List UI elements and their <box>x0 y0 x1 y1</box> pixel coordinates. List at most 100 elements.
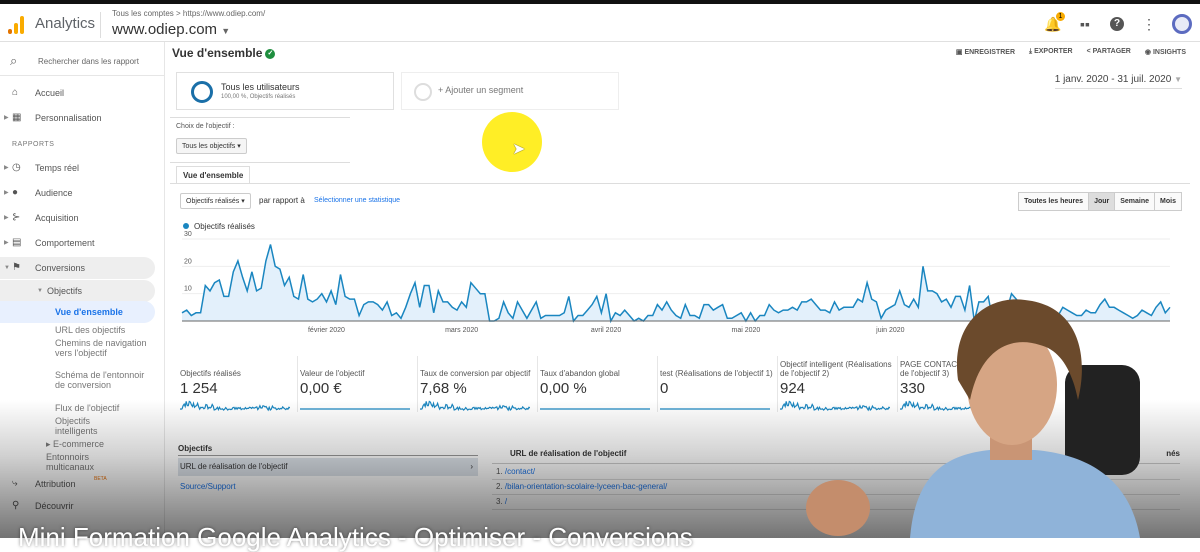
legend-marker <box>183 223 189 229</box>
compare-label: par rapport à <box>259 196 305 205</box>
sidebar-item-audience[interactable]: ▶ ● Audience <box>0 182 155 204</box>
apps-icon[interactable]: ▪▪ <box>1080 16 1090 32</box>
select-metric-link[interactable]: Sélectionner une statistique <box>314 197 400 204</box>
sidebar-item-label: Audience <box>35 188 73 198</box>
sidebar-item-goal-urls[interactable]: URL des objectifs <box>55 325 126 335</box>
verified-check-icon: ✓ <box>265 48 276 59</box>
add-segment-button[interactable]: + Ajouter un segment <box>401 72 619 110</box>
segment-all-users[interactable]: Tous les utilisateurs 100,00 %, Objectif… <box>176 72 394 110</box>
goals-dim-header: Objectifs <box>178 444 478 456</box>
sidebar-item-funnel[interactable]: Schéma de l'entonnoir de conversion <box>55 370 145 390</box>
sidebar-item-ecommerce[interactable]: ▸ E-commerce <box>46 439 105 449</box>
app-title: Analytics <box>35 15 96 32</box>
kpi-value: 0,00 € <box>300 380 342 397</box>
kpi-label: Objectifs réalisés <box>180 369 241 378</box>
dim-item-label: URL de réalisation de l'objectif <box>180 462 288 471</box>
empty-ring-icon <box>414 83 432 101</box>
date-range-text: 1 janv. 2020 - 31 juil. 2020 <box>1054 74 1172 85</box>
section-label: RAPPORTS <box>12 141 55 148</box>
caret-right-icon: ▶ <box>4 215 9 221</box>
x-tick-label: mars 2020 <box>445 327 478 334</box>
sidebar-item-label: Conversions <box>35 263 86 273</box>
sidebar-item-smart-goals[interactable]: Objectifs intelligents <box>55 416 98 436</box>
row-index: 2. <box>496 482 503 491</box>
column-header-url: URL de réalisation de l'objectif <box>510 449 627 458</box>
granularity-week[interactable]: Semaine <box>1115 193 1156 210</box>
hand <box>806 480 870 536</box>
sidebar-item-label: Personnalisation <box>35 113 102 123</box>
property-selector[interactable]: www.odiep.com ▼ <box>112 21 230 38</box>
row-url-link[interactable]: /contact/ <box>504 467 536 476</box>
sidebar-item-multichannel[interactable]: Entonnoirs multicanaux <box>46 452 95 472</box>
account-breadcrumb[interactable]: Tous les comptes > https://www.odiep.com… <box>112 9 266 18</box>
share-button[interactable]: < PARTAGER <box>1086 48 1131 55</box>
sidebar-item-reverse-goal-path[interactable]: Chemins de navigation vers l'objectif <box>55 338 147 358</box>
sidebar-item-label: Comportement <box>35 238 95 248</box>
divider <box>170 162 350 163</box>
kpi-value: 0,00 % <box>540 380 587 397</box>
insights-button[interactable]: ◉ INSIGHTS <box>1144 49 1186 56</box>
kpi-4[interactable]: test (Réalisations de l'objectif 1) 0 <box>660 356 778 412</box>
row-url-link[interactable]: / <box>504 497 508 506</box>
sidebar-item-goals[interactable]: ▼ Objectifs <box>0 280 155 302</box>
kpi-value: 330 <box>900 380 926 397</box>
date-range-picker[interactable]: 1 janv. 2020 - 31 juil. 2020 ▼ <box>1054 74 1182 89</box>
save-button[interactable]: ▣ ENREGISTRER <box>955 49 1016 56</box>
y-tick-label: 10 <box>184 286 192 293</box>
beta-badge: BETA <box>94 476 107 482</box>
avatar[interactable] <box>1172 14 1192 34</box>
search-input[interactable]: Rechercher dans les rapport <box>38 57 139 66</box>
kpi-sparkline <box>660 408 770 410</box>
sidebar-item-discover[interactable]: ⚲ Découvrir <box>0 496 155 516</box>
row-index: 1. <box>496 467 503 476</box>
bell-icon[interactable]: 🔔 1 <box>1044 12 1065 33</box>
flag-icon: ⚑ <box>12 262 21 273</box>
report-search[interactable]: ⌕ Rechercher dans les rapport <box>0 50 165 76</box>
x-tick-label: février 2020 <box>308 327 345 334</box>
discover-icon: ⚲ <box>12 500 20 511</box>
sidebar-item-attribution[interactable]: ⤷ Attribution BETA <box>0 474 155 494</box>
top-bar: Analytics Tous les comptes > https://www… <box>0 0 1200 42</box>
divider <box>100 12 101 38</box>
kpi-value: 924 <box>780 380 806 397</box>
goal-select[interactable]: Tous les objectifs ▾ <box>176 138 247 154</box>
sidebar-item-home[interactable]: ⌂ Accueil <box>0 82 155 104</box>
notification-badge: 1 <box>1056 12 1065 21</box>
dim-item-source-medium[interactable]: Source/Support <box>180 482 236 491</box>
kpi-sparkline <box>420 400 530 412</box>
help-icon[interactable]: ? <box>1108 15 1126 33</box>
search-icon: ⌕ <box>10 53 18 68</box>
sidebar-item-custom[interactable]: ▶ ▦ Personnalisation <box>0 107 155 129</box>
kpi-3[interactable]: Taux d'abandon global 0,00 % <box>540 356 658 412</box>
sidebar-item-behavior[interactable]: ▶ ▤ Comportement <box>0 232 155 254</box>
sidebar-item-conversions[interactable]: ▼ ⚑ Conversions <box>0 257 155 279</box>
granularity-day[interactable]: Jour <box>1089 193 1116 210</box>
kpi-2[interactable]: Taux de conversion par objectif 7,68 % <box>420 356 538 412</box>
sidebar-item-goals-overview[interactable]: Vue d'ensemble <box>0 301 155 323</box>
divider <box>170 183 1190 184</box>
kpi-label: Taux de conversion par objectif <box>420 369 531 378</box>
kpi-0[interactable]: Objectifs réalisés 1 254 <box>180 356 298 412</box>
kpi-1[interactable]: Valeur de l'objectif 0,00 € <box>300 356 418 412</box>
export-label: EXPORTER <box>1034 48 1073 55</box>
chevron-right-icon: › <box>470 462 473 471</box>
caret-right-icon: ▶ <box>4 240 9 246</box>
more-vert-icon[interactable]: ⋮ <box>1142 15 1156 32</box>
video-caption: Mini Formation Google Analytics - Optimi… <box>18 522 693 552</box>
dim-item-goal-url[interactable]: URL de réalisation de l'objectif › <box>178 458 478 476</box>
cursor-highlight <box>482 112 542 172</box>
granularity-month[interactable]: Mois <box>1155 193 1181 210</box>
sidebar-item-acquisition[interactable]: ▶ ⊱ Acquisition <box>0 207 155 229</box>
acquisition-icon: ⊱ <box>12 212 21 223</box>
metric-select[interactable]: Objectifs réalisés ▾ <box>180 193 251 209</box>
row-url-link[interactable]: /bilan-orientation-scolaire-lyceen-bac-g… <box>504 482 668 491</box>
tab-overview[interactable]: Vue d'ensemble <box>176 166 251 184</box>
kpi-sparkline <box>300 408 410 410</box>
sidebar-item-goal-flow[interactable]: Flux de l'objectif <box>55 403 120 413</box>
caret-right-icon: ▶ <box>4 165 9 171</box>
granularity-hourly[interactable]: Toutes les heures <box>1019 193 1090 210</box>
sidebar-item-realtime[interactable]: ▶ ◷ Temps réel <box>0 157 155 179</box>
x-tick-label: juin 2020 <box>875 327 905 334</box>
export-button[interactable]: ⤓ EXPORTER <box>1029 48 1073 55</box>
person-icon: ● <box>12 187 19 198</box>
